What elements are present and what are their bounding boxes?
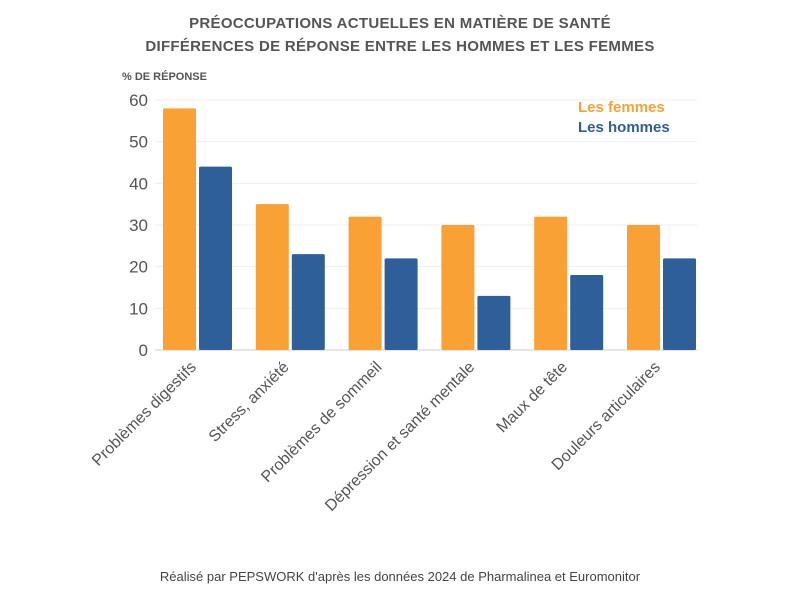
bar-men bbox=[384, 258, 418, 350]
y-tick-label: 60 bbox=[129, 91, 148, 110]
bar-women bbox=[348, 216, 382, 350]
bar-women bbox=[163, 108, 196, 350]
chart-title: PRÉOCCUPATIONS ACTUELLES EN MATIÈRE DE S… bbox=[189, 15, 611, 32]
bar-women bbox=[255, 204, 289, 350]
y-tick-label: 30 bbox=[129, 216, 148, 235]
legend-women: Les femmes bbox=[578, 99, 665, 116]
footer-source: Réalisé par PEPSWORK d'après les données… bbox=[160, 569, 641, 584]
x-category-label: Douleurs articulaires bbox=[549, 359, 664, 474]
chart-subtitle: DIFFÉRENCES DE RÉPONSE ENTRE LES HOMMES … bbox=[145, 38, 654, 55]
y-tick-label: 20 bbox=[129, 258, 148, 277]
y-axis-label: % DE RÉPONSE bbox=[122, 70, 207, 83]
y-tick-label: 40 bbox=[129, 174, 148, 193]
bar-men bbox=[477, 295, 511, 350]
bar-women bbox=[534, 216, 568, 350]
bar-women bbox=[441, 225, 475, 350]
y-tick-label: 50 bbox=[129, 133, 148, 152]
x-category-label: Stress, anxiété bbox=[206, 359, 293, 446]
x-category-label: Dépression et santé mentale bbox=[322, 359, 478, 515]
bar-men bbox=[199, 166, 232, 350]
bar-women bbox=[627, 225, 660, 350]
y-tick-label: 10 bbox=[129, 299, 148, 318]
legend-men: Les hommes bbox=[578, 119, 670, 136]
y-tick-label: 0 bbox=[139, 341, 148, 360]
bar-men bbox=[663, 258, 696, 350]
bar-men bbox=[291, 254, 325, 350]
x-category-label: Problèmes digestifs bbox=[89, 359, 200, 470]
bar-men bbox=[570, 275, 604, 350]
x-category-label: Maux de tête bbox=[494, 359, 572, 437]
